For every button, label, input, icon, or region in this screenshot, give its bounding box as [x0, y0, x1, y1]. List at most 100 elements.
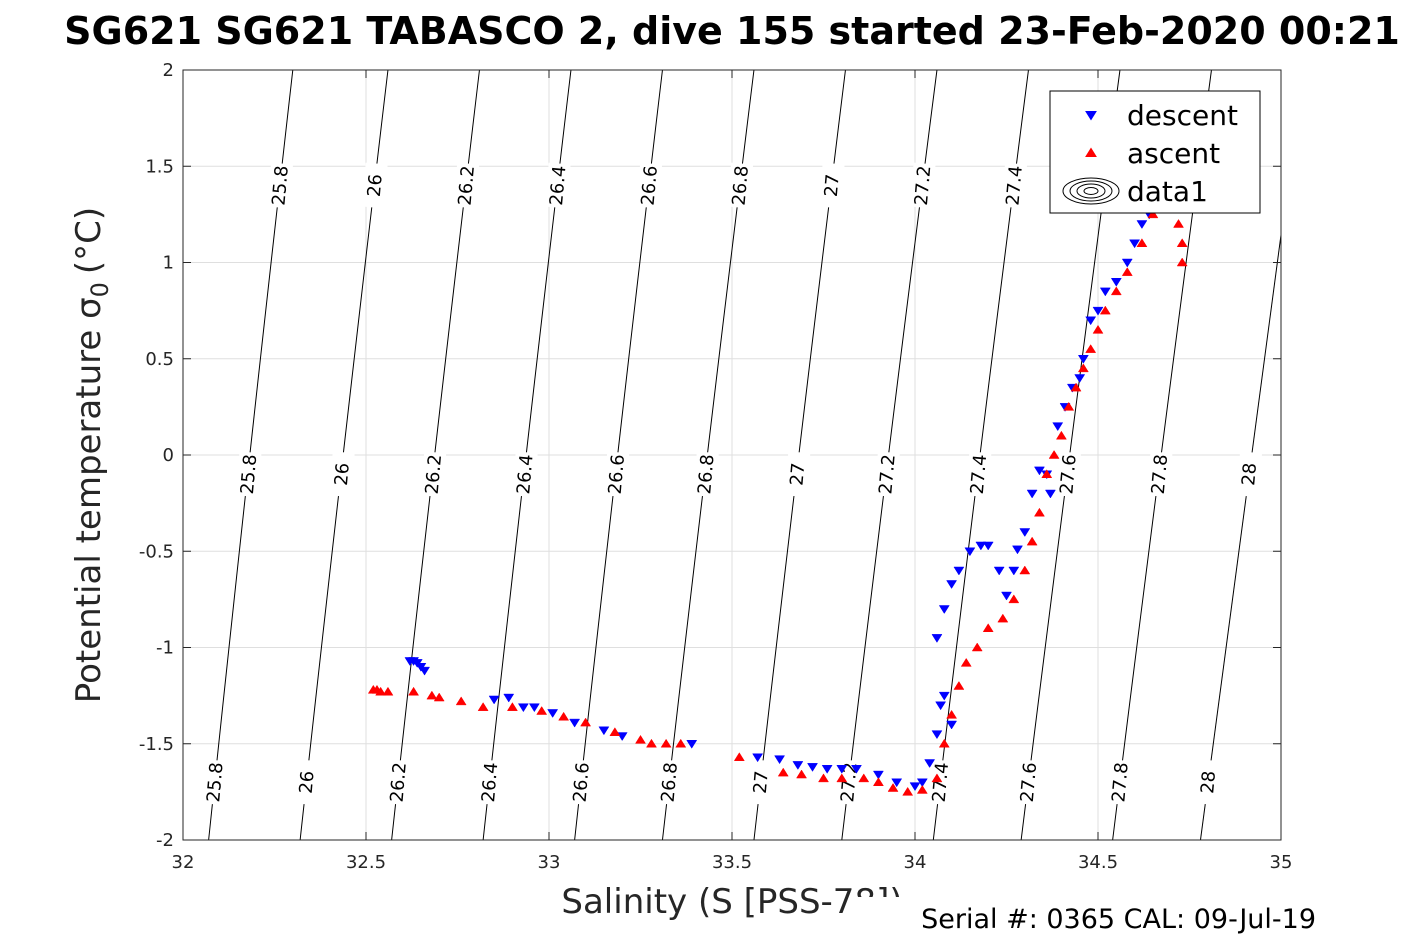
- density-contour-label-bg: [267, 162, 294, 209]
- density-contour-label-group: 27.2: [909, 162, 936, 209]
- density-contour-label-group: 26.6: [603, 451, 630, 498]
- x-tick-label: 32.5: [346, 852, 386, 873]
- density-contour-label-bg: [385, 759, 412, 806]
- y-axis-title-unit: (°C): [69, 207, 109, 274]
- density-contour-label: 26.4: [478, 761, 502, 803]
- density-contour-label-bg: [747, 759, 774, 806]
- density-contour-label-bg: [568, 759, 595, 806]
- density-contour-label: 27.2: [911, 165, 935, 207]
- density-contour-label-bg: [293, 759, 320, 806]
- data-point-ascent: [982, 623, 994, 632]
- density-contour-label-bg: [361, 162, 388, 209]
- legend-contour-ring: [1069, 180, 1113, 202]
- data-point-ascent: [1085, 344, 1097, 353]
- density-contour-label-bg: [476, 759, 503, 806]
- data-point-ascent: [408, 686, 420, 696]
- data-point-ascent: [1176, 238, 1188, 247]
- density-contour-label-bg: [1055, 451, 1081, 498]
- density-contour-label: 27: [786, 462, 809, 487]
- density-contour-label-group: 27.8: [1146, 451, 1173, 498]
- density-contour-label-bg: [235, 451, 262, 498]
- density-contour-label: 26.6: [605, 453, 629, 495]
- data-point-ascent: [953, 681, 965, 690]
- data-point-descent: [872, 770, 884, 780]
- density-contour-label-group: 25.8: [235, 451, 262, 498]
- data-point-ascent: [455, 696, 467, 706]
- density-contour-label-group: 27: [784, 451, 811, 498]
- data-point-descent: [774, 755, 786, 765]
- density-contour-label: 25.8: [237, 453, 261, 495]
- density-contour-label-bg: [727, 162, 754, 209]
- data-point-descent: [1001, 591, 1012, 601]
- data-series: [367, 191, 1188, 796]
- data-point-descent: [1026, 489, 1038, 499]
- data-point-descent: [993, 566, 1005, 576]
- data-point-descent: [1099, 287, 1111, 297]
- data-point-descent: [946, 580, 958, 589]
- data-point-ascent: [997, 613, 1009, 623]
- data-point-descent: [924, 759, 936, 768]
- x-tick-label: 34.5: [1078, 852, 1118, 873]
- y-tick-label: -1: [156, 638, 174, 659]
- density-contour-label: 25.8: [268, 165, 292, 207]
- data-point-ascent: [777, 767, 789, 777]
- y-tick-label: -0.5: [139, 541, 174, 562]
- data-point-descent: [598, 726, 610, 736]
- data-point-ascent: [1008, 594, 1020, 604]
- data-point-descent: [792, 761, 804, 770]
- density-contour-label-bg: [693, 451, 719, 498]
- data-point-descent: [1052, 422, 1064, 432]
- data-point-descent: [916, 778, 928, 788]
- data-point-ascent: [971, 642, 983, 652]
- density-contour-label-group: 25.8: [202, 759, 228, 806]
- density-contour-label-group: 26.8: [727, 162, 754, 209]
- density-contour-label-bg: [603, 451, 630, 498]
- data-point-ascent: [1041, 469, 1053, 478]
- legend-marker-data1: [1062, 177, 1120, 205]
- density-contour-label-bg: [453, 162, 480, 209]
- density-contour-label: 27.8: [1108, 761, 1132, 803]
- data-point-descent: [1085, 316, 1097, 326]
- data-point-ascent: [580, 717, 592, 727]
- legend-marker-descent: [1085, 111, 1097, 121]
- data-point-ascent: [1048, 450, 1060, 459]
- y-axis-title: Potential temperature σ0 (°C): [69, 207, 114, 703]
- data-point-ascent: [887, 783, 899, 792]
- density-contour-label: 27.6: [1017, 761, 1041, 803]
- legend-contour-ring: [1083, 187, 1099, 195]
- data-point-ascent: [646, 738, 657, 748]
- x-tick-label: 35: [1270, 852, 1293, 873]
- legend-contour-ring: [1062, 177, 1120, 205]
- density-contour-label: 26.4: [513, 453, 537, 495]
- data-point-descent: [891, 778, 903, 788]
- density-contour-label: 25.8: [203, 761, 227, 803]
- legend: descent ascent data1: [1049, 90, 1261, 214]
- x-tick-label: 34: [904, 852, 927, 873]
- axes: 32 32.5 33 33.5 34 34.5 35 -2 -1.5 -1 -0.5 0 0.5 1 1.5…: [139, 60, 1293, 873]
- y-tick-label: 2: [163, 60, 174, 81]
- legend-label-ascent: ascent: [1127, 137, 1220, 170]
- data-point-ascent: [1070, 382, 1082, 392]
- density-contour-label: 28: [1197, 770, 1220, 795]
- density-contour-label-bg: [818, 162, 845, 209]
- data-point-ascent: [1121, 267, 1133, 276]
- data-point-descent: [503, 693, 515, 703]
- data-point-ascent: [858, 773, 870, 783]
- data-point-ascent: [660, 738, 672, 748]
- density-contour-label: 27.8: [1148, 453, 1172, 495]
- density-contour-label-group: 25.8: [267, 162, 294, 209]
- data-point-ascent: [635, 734, 646, 744]
- density-contour-label: 27.4: [1002, 165, 1026, 207]
- data-point-ascent: [609, 727, 621, 736]
- data-point-ascent: [1033, 507, 1045, 517]
- data-point-descent: [982, 541, 994, 551]
- data-point-descent: [850, 765, 862, 774]
- density-contour-label: 26.2: [386, 761, 410, 803]
- data-point-ascent: [433, 692, 445, 702]
- x-tick-label: 33.5: [712, 852, 752, 873]
- density-contour-label-bg: [202, 759, 228, 806]
- data-point-descent: [488, 695, 500, 705]
- data-point-ascent: [1136, 238, 1148, 247]
- data-point-descent: [616, 732, 628, 742]
- density-contour-label-bg: [965, 451, 992, 498]
